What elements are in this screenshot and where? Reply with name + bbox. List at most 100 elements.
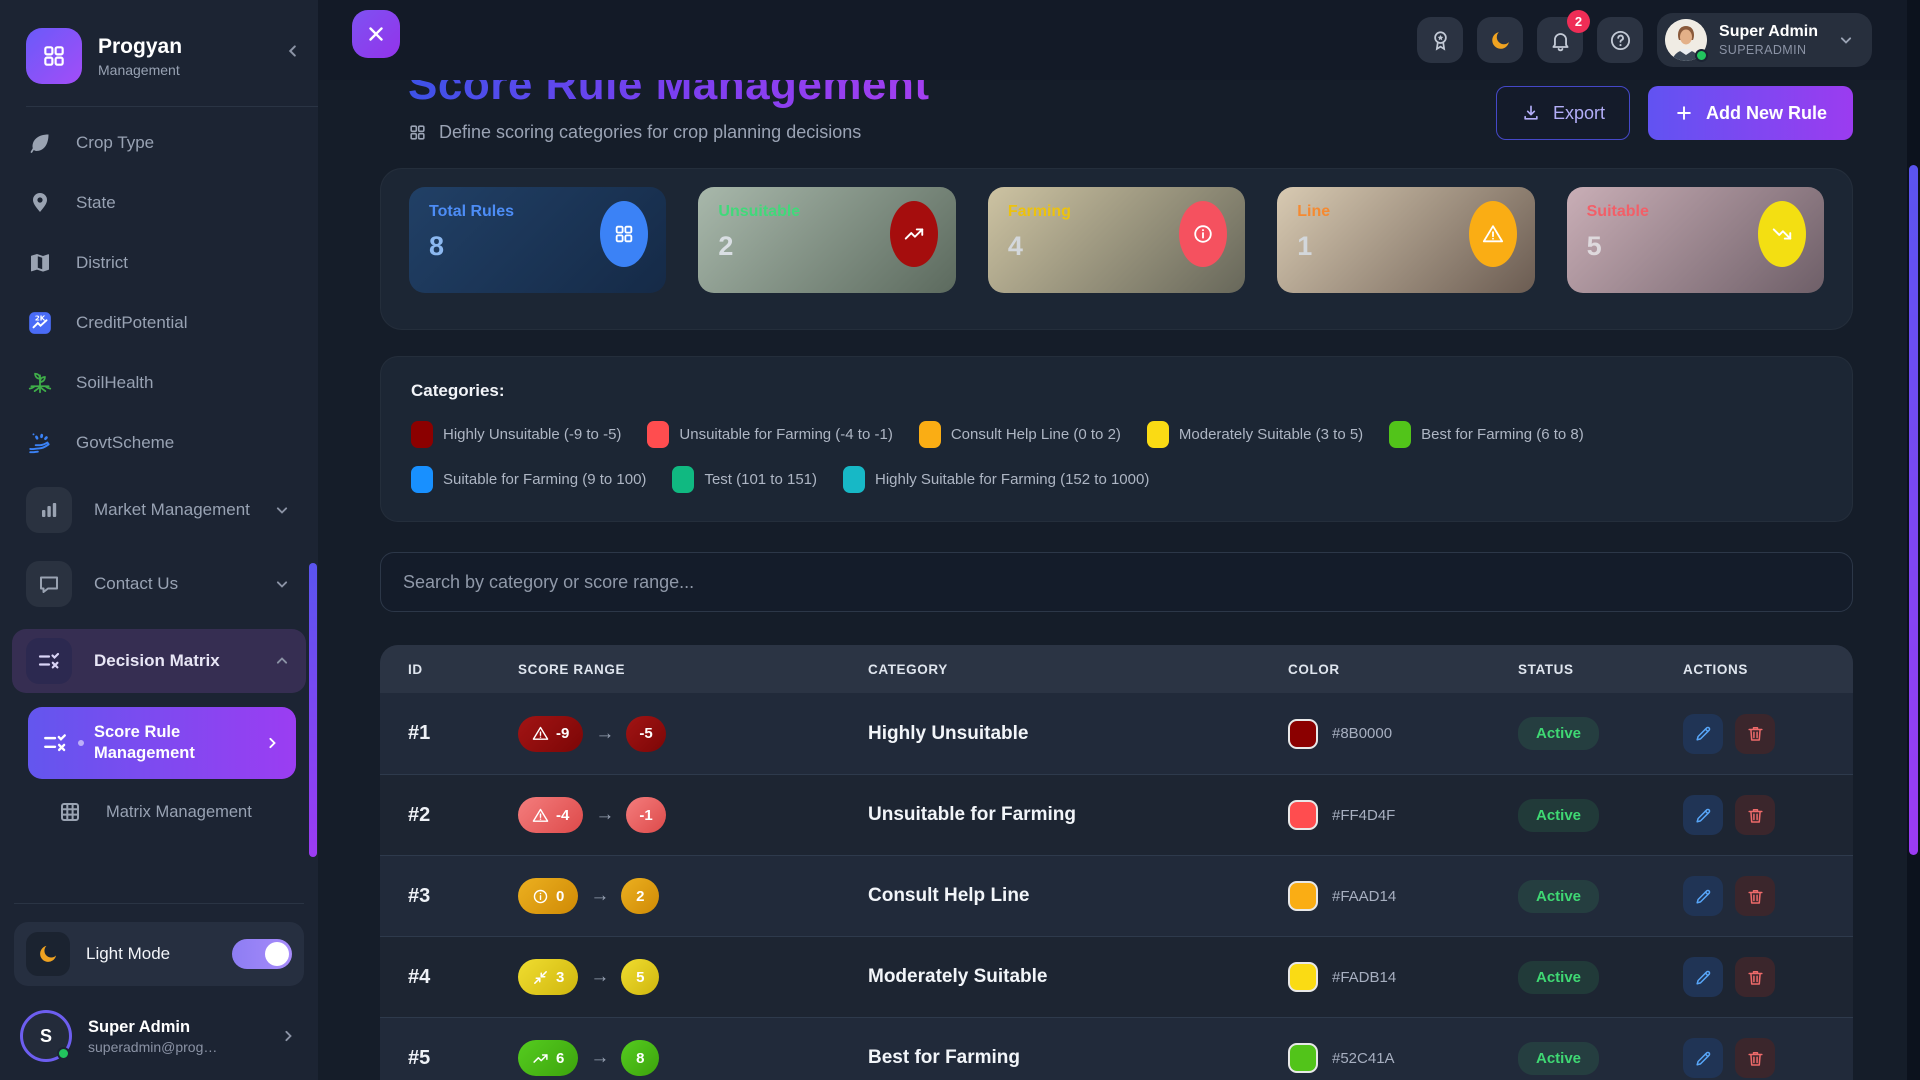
color-swatch bbox=[843, 466, 866, 493]
light-mode-toggle[interactable] bbox=[232, 939, 292, 969]
stat-value: 8 bbox=[429, 231, 445, 261]
rule-id: #2 bbox=[408, 803, 431, 826]
theme-toggle-button[interactable] bbox=[1477, 17, 1524, 63]
grid-icon bbox=[56, 800, 84, 824]
edit-button[interactable] bbox=[1683, 795, 1723, 835]
row-actions bbox=[1683, 795, 1825, 835]
category-chip: Test (101 to 151) bbox=[672, 466, 817, 493]
delete-button[interactable] bbox=[1735, 1038, 1775, 1078]
hand-seed-icon bbox=[26, 430, 54, 456]
color-swatch bbox=[672, 466, 695, 493]
edit-button[interactable] bbox=[1683, 713, 1723, 754]
sidebar-item-district[interactable]: District bbox=[10, 233, 308, 293]
column-header-score-range: SCORE RANGE bbox=[518, 661, 626, 677]
stat-card-farming: Farming 4 bbox=[987, 187, 1246, 293]
help-icon bbox=[1609, 29, 1632, 52]
page-scrollbar[interactable] bbox=[1907, 0, 1920, 1080]
chevron-right-icon bbox=[262, 733, 282, 753]
brand: Progyan Management bbox=[0, 0, 318, 106]
rule-id: #5 bbox=[408, 1046, 431, 1069]
column-header-id: ID bbox=[408, 661, 423, 677]
user-name: Super Admin bbox=[1719, 23, 1818, 40]
page-subtitle-text: Define scoring categories for crop plann… bbox=[439, 122, 862, 142]
table-row[interactable]: #5 6 → 8 Best for Farming #52C41A Active bbox=[380, 1017, 1853, 1080]
edit-button[interactable] bbox=[1683, 957, 1723, 997]
sidebar-item-state[interactable]: State bbox=[10, 173, 308, 233]
map-pin-icon bbox=[26, 191, 54, 215]
score-range: -4 → -1 bbox=[518, 797, 868, 833]
color-swatch bbox=[1288, 718, 1318, 749]
user-menu[interactable]: Super Admin SUPERADMIN bbox=[1657, 13, 1872, 67]
search-input[interactable] bbox=[380, 552, 1853, 612]
stat-value: 4 bbox=[1007, 231, 1023, 261]
light-mode-label: Light Mode bbox=[86, 944, 171, 963]
sidebar-item-govtscheme[interactable]: GovtScheme bbox=[10, 413, 308, 473]
sidebar-item-label: GovtScheme bbox=[76, 433, 175, 452]
table-row[interactable]: #2 -4 → -1 Unsuitable for Farming #FF4D4… bbox=[380, 774, 1853, 855]
category-chip: Moderately Suitable (3 to 5) bbox=[1146, 421, 1363, 448]
color-hex: #FADB14 bbox=[1332, 968, 1397, 986]
status-badge: Active bbox=[1518, 717, 1600, 750]
sidebar-collapse-icon[interactable] bbox=[282, 40, 304, 62]
notifications-button[interactable]: 2 bbox=[1537, 10, 1591, 63]
sidebar-item-soilhealth[interactable]: SoilHealth bbox=[10, 353, 308, 413]
pencil-icon bbox=[1694, 806, 1713, 825]
add-new-rule-button[interactable]: Add New Rule bbox=[1647, 86, 1853, 140]
color-swatch bbox=[1146, 421, 1169, 448]
moon-icon bbox=[26, 932, 70, 976]
export-button[interactable]: Export bbox=[1495, 86, 1630, 140]
avatar bbox=[1665, 19, 1709, 62]
sidebar-subitem-matrix-management[interactable]: Matrix Management bbox=[10, 783, 308, 841]
rule-color: #FADB14 bbox=[1288, 962, 1518, 992]
edit-button[interactable] bbox=[1683, 876, 1723, 916]
help-button[interactable] bbox=[1597, 17, 1644, 63]
brand-logo-icon[interactable] bbox=[26, 28, 82, 84]
range-to-pill: -5 bbox=[626, 715, 666, 752]
color-swatch bbox=[1288, 881, 1318, 911]
delete-button[interactable] bbox=[1735, 957, 1775, 997]
sidebar-scrollbar-thumb[interactable] bbox=[309, 563, 317, 857]
sidebar-user[interactable]: S Super Admin superadmin@prog… bbox=[14, 1010, 304, 1062]
svg-text:2K: 2K bbox=[35, 313, 46, 322]
table-row[interactable]: #4 3 → 5 Moderately Suitable #FADB14 Act… bbox=[380, 936, 1853, 1017]
stat-label: Suitable bbox=[1586, 203, 1649, 220]
sidebar-item-contact-us[interactable]: Contact Us bbox=[10, 547, 308, 621]
info-icon bbox=[532, 888, 549, 905]
warning-icon bbox=[532, 725, 549, 742]
trash-icon bbox=[1746, 724, 1765, 743]
sidebar-item-creditpotential[interactable]: 2K CreditPotential bbox=[10, 293, 308, 353]
sidebar-item-label: Market Management bbox=[94, 500, 250, 519]
color-swatch bbox=[1288, 1043, 1318, 1073]
sidebar-item-decision-matrix[interactable]: Decision Matrix bbox=[12, 629, 306, 693]
sidebar-item-market-management[interactable]: Market Management bbox=[10, 473, 308, 547]
sidebar-item-label: Decision Matrix bbox=[94, 651, 220, 670]
award-button[interactable] bbox=[1417, 17, 1464, 63]
table-row[interactable]: #1 -9 → -5 Highly Unsuitable #8B0000 Act… bbox=[380, 693, 1853, 774]
delete-button[interactable] bbox=[1735, 795, 1775, 835]
sidebar-subitem-label: Matrix Management bbox=[106, 802, 252, 821]
sidebar-footer: Light Mode S Super Admin superadmin@prog… bbox=[0, 903, 318, 1080]
edit-button[interactable] bbox=[1683, 1038, 1723, 1078]
delete-button[interactable] bbox=[1735, 876, 1775, 916]
range-to-pill: 8 bbox=[621, 1040, 660, 1076]
chevron-right-icon[interactable] bbox=[278, 1026, 298, 1046]
delete-button[interactable] bbox=[1735, 713, 1775, 754]
light-mode-card: Light Mode bbox=[14, 922, 304, 986]
close-button[interactable] bbox=[352, 10, 400, 58]
sidebar-item-label: Crop Type bbox=[76, 133, 155, 152]
checklist-icon bbox=[42, 730, 68, 756]
sidebar-subitem-score-rule-management[interactable]: Score Rule Management bbox=[28, 707, 296, 779]
scrollbar-thumb[interactable] bbox=[1909, 165, 1918, 855]
category-label: Test (101 to 151) bbox=[704, 471, 818, 488]
table-row[interactable]: #3 0 → 2 Consult Help Line #FAAD14 Activ… bbox=[380, 855, 1853, 936]
category-label: Consult Help Line (0 to 2) bbox=[950, 426, 1121, 443]
category-label: Highly Suitable for Farming (152 to 1000… bbox=[875, 471, 1150, 488]
stat-value: 2 bbox=[718, 231, 734, 261]
avatar: S bbox=[20, 1010, 72, 1062]
column-header-color: COLOR bbox=[1288, 661, 1340, 677]
stat-card-suitable: Suitable 5 bbox=[1566, 187, 1825, 293]
compress-icon bbox=[532, 969, 549, 986]
rule-id: #3 bbox=[408, 884, 431, 907]
color-hex: #FAAD14 bbox=[1332, 887, 1397, 905]
sidebar-item-crop-type[interactable]: Crop Type bbox=[10, 113, 308, 173]
